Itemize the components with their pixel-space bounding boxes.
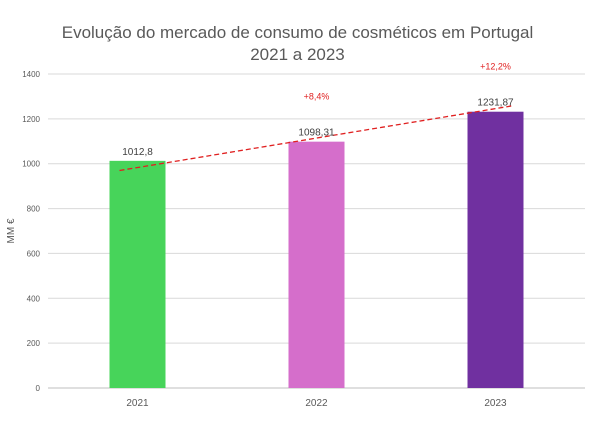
data-label: 1098,31 xyxy=(298,128,335,139)
bar-2023 xyxy=(467,111,524,388)
y-axis-label: MM € xyxy=(6,218,17,243)
x-tick-label: 2023 xyxy=(484,398,507,409)
y-tick-label: 1000 xyxy=(22,160,40,169)
x-tick-label: 2022 xyxy=(305,398,328,409)
bar-2022 xyxy=(288,141,345,388)
growth-annotation: +12,2% xyxy=(480,62,511,72)
y-tick-label: 200 xyxy=(27,339,41,348)
chart-subtitle: 2021 a 2023 xyxy=(250,45,345,64)
y-tick-label: 0 xyxy=(36,384,41,393)
chart-title: Evolução do mercado de consumo de cosmét… xyxy=(61,23,534,42)
bar-2021 xyxy=(109,160,166,388)
data-label: 1012,8 xyxy=(122,147,153,158)
data-label: 1231,87 xyxy=(477,98,514,109)
y-tick-label: 800 xyxy=(27,205,41,214)
y-tick-label: 1400 xyxy=(22,70,40,79)
y-tick-label: 600 xyxy=(27,249,41,258)
y-tick-label: 1200 xyxy=(22,115,40,124)
x-tick-label: 2021 xyxy=(126,398,149,409)
y-tick-label: 400 xyxy=(27,294,41,303)
growth-annotation: +8,4% xyxy=(304,92,330,102)
trendline xyxy=(119,105,514,172)
